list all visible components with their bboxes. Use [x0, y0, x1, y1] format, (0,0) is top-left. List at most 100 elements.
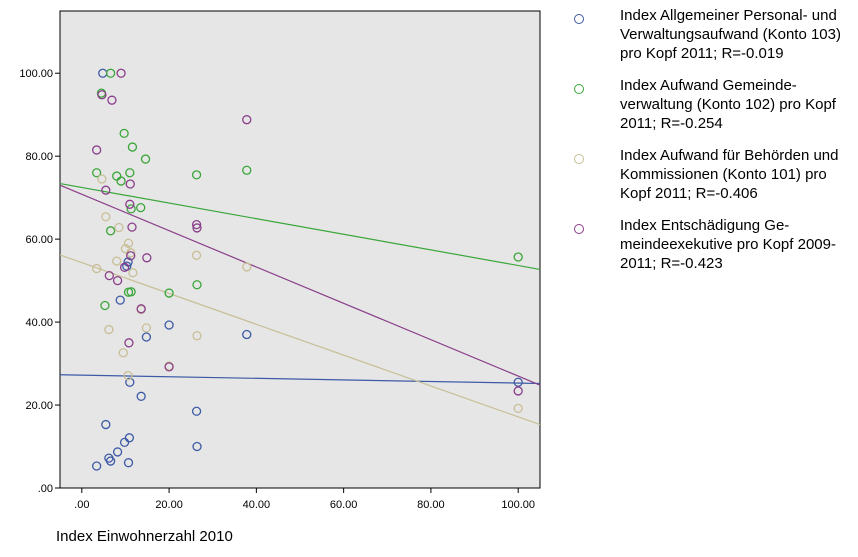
data-point-series-2	[126, 204, 136, 214]
fit-lines	[59, 182, 541, 426]
x-axis-label: Index Einwohnerzahl 2010	[56, 528, 233, 545]
data-point-series-3	[192, 331, 202, 341]
x-tick-label: .00	[74, 499, 89, 511]
data-point-series-2	[126, 287, 136, 297]
data-point-series-4	[124, 338, 134, 348]
data-point-series-3	[123, 238, 134, 248]
data-point-series-2	[127, 142, 138, 152]
data-point-series-4	[191, 219, 202, 230]
data-point-series-3	[141, 323, 152, 333]
data-point-series-1	[92, 461, 102, 471]
x-tick-label: 80.00	[417, 499, 445, 511]
legend-marker-icon	[574, 84, 584, 94]
x-axis: .00 20.00 40.00 60.00 80.00 100.00	[74, 488, 535, 511]
data-point-series-4	[164, 362, 174, 372]
data-point-series-2	[192, 280, 202, 290]
data-point-series-3	[191, 250, 202, 260]
data-point-series-2	[119, 128, 129, 139]
data-point-series-2	[105, 226, 116, 236]
legend-marker-icon	[574, 224, 584, 234]
legend-item: Index Aufwand Gemeinde-verwaltung (Konto…	[568, 76, 856, 133]
data-point-series-3	[92, 263, 102, 274]
data-point-series-2	[242, 165, 252, 175]
data-point-series-1	[141, 332, 152, 342]
data-point-series-4	[136, 304, 146, 314]
data-points	[92, 68, 523, 471]
data-point-series-2	[164, 288, 174, 298]
legend: Index Allgemeiner Personal- und Verwaltu…	[568, 6, 856, 286]
data-point-series-2	[191, 170, 202, 180]
data-point-series-4	[242, 115, 252, 125]
legend-item: Index Allgemeiner Personal- und Verwaltu…	[568, 6, 856, 63]
data-point-series-4	[513, 386, 523, 396]
data-point-series-3	[118, 348, 128, 358]
y-tick-label: 40.00	[25, 317, 53, 329]
legend-marker-icon	[574, 154, 584, 164]
x-tick-label: 60.00	[330, 499, 358, 511]
data-point-series-1	[191, 406, 202, 416]
data-point-series-1	[242, 329, 252, 340]
legend-label: Index Entschädigung Ge-meindeexekutive p…	[620, 217, 836, 272]
data-point-series-3	[123, 370, 133, 381]
data-point-series-3	[97, 174, 107, 184]
data-point-series-4	[97, 90, 107, 100]
data-point-series-1	[112, 447, 123, 457]
y-tick-label: .00	[38, 483, 53, 495]
y-tick-label: 100.00	[19, 68, 53, 80]
data-point-series-4	[142, 253, 152, 263]
data-point-series-4	[116, 68, 126, 78]
data-point-series-2	[140, 154, 151, 164]
x-tick-label: 40.00	[243, 499, 271, 511]
data-point-series-4	[125, 199, 135, 209]
data-point-series-4	[92, 145, 102, 155]
data-point-series-3	[112, 256, 122, 266]
data-point-series-1	[125, 377, 135, 387]
data-point-series-4	[112, 275, 123, 286]
x-tick-label: 20.00	[155, 499, 183, 511]
y-tick-label: 60.00	[25, 234, 53, 246]
data-point-series-1	[101, 419, 111, 430]
legend-item: Index Entschädigung Ge-meindeexekutive p…	[568, 216, 856, 273]
legend-label: Index Aufwand Gemeinde-verwaltung (Konto…	[620, 77, 836, 132]
legend-marker-icon	[574, 14, 584, 24]
data-point-series-3	[128, 268, 138, 278]
data-point-series-3	[126, 248, 136, 258]
fit-line-4	[59, 184, 541, 386]
fit-line-1	[59, 374, 541, 385]
data-point-series-1	[164, 320, 174, 330]
data-point-series-3	[101, 212, 111, 222]
data-point-series-3	[513, 403, 523, 414]
data-point-series-4	[107, 95, 117, 105]
fit-line-2	[59, 182, 541, 271]
data-point-series-3	[242, 262, 252, 272]
legend-item: Index Aufwand für Behörden und Kommissio…	[568, 146, 856, 203]
data-point-series-3	[114, 222, 124, 233]
data-point-series-4	[126, 251, 136, 261]
data-point-series-4	[125, 179, 135, 189]
y-axis: .00 20.00 40.00 60.00 80.00 100.00	[19, 68, 60, 495]
legend-label: Index Aufwand für Behörden und Kommissio…	[620, 147, 839, 202]
data-point-series-1	[115, 295, 125, 305]
data-point-series-4	[104, 270, 114, 281]
data-point-series-1	[136, 391, 146, 401]
data-point-series-4	[127, 222, 137, 232]
fit-line-3	[59, 254, 541, 426]
data-point-series-2	[125, 168, 135, 178]
y-tick-label: 80.00	[25, 151, 53, 163]
data-point-series-1	[123, 458, 134, 468]
y-tick-label: 20.00	[25, 400, 53, 412]
data-point-series-1	[105, 456, 116, 466]
data-point-series-1	[192, 441, 202, 452]
data-point-series-2	[513, 252, 523, 262]
data-point-series-4	[119, 262, 130, 272]
data-point-series-2	[105, 68, 116, 78]
x-tick-label: 100.00	[501, 499, 535, 511]
data-point-series-2	[136, 202, 146, 213]
data-point-series-2	[92, 168, 102, 178]
data-point-series-4	[101, 185, 111, 195]
data-point-series-2	[100, 300, 110, 311]
data-point-series-1	[124, 433, 135, 443]
data-point-series-3	[104, 324, 114, 335]
data-point-series-2	[116, 176, 126, 186]
